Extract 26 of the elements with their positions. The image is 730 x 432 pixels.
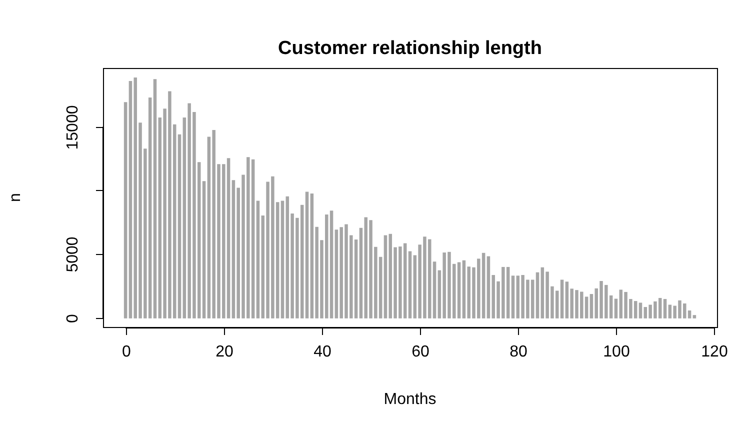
bar xyxy=(124,102,128,318)
y-tick-label: 15000 xyxy=(64,105,82,150)
x-tick-label: 100 xyxy=(603,343,630,360)
y-axis-title: n xyxy=(7,193,24,202)
y-tick-label: 0 xyxy=(64,314,82,323)
bar xyxy=(280,200,284,318)
bar xyxy=(432,262,436,318)
bar xyxy=(384,235,388,318)
bar xyxy=(408,251,412,318)
x-axis-title: Months xyxy=(384,391,436,408)
bar xyxy=(511,276,515,318)
chart-title: Customer relationship length xyxy=(278,38,542,59)
bar xyxy=(536,272,540,318)
x-tick-label: 0 xyxy=(122,343,132,360)
bar xyxy=(663,298,667,318)
x-tick-label: 20 xyxy=(216,343,234,360)
y-tick-label: 5000 xyxy=(64,236,82,272)
x-tick-label: 40 xyxy=(314,343,332,360)
bar xyxy=(178,134,182,318)
bar xyxy=(638,302,642,318)
x-tick-label: 120 xyxy=(701,343,728,360)
bar xyxy=(305,192,309,318)
x-tick-label: 80 xyxy=(510,343,528,360)
x-tick-label: 60 xyxy=(412,343,430,360)
bar xyxy=(153,79,157,318)
bar xyxy=(692,315,696,318)
